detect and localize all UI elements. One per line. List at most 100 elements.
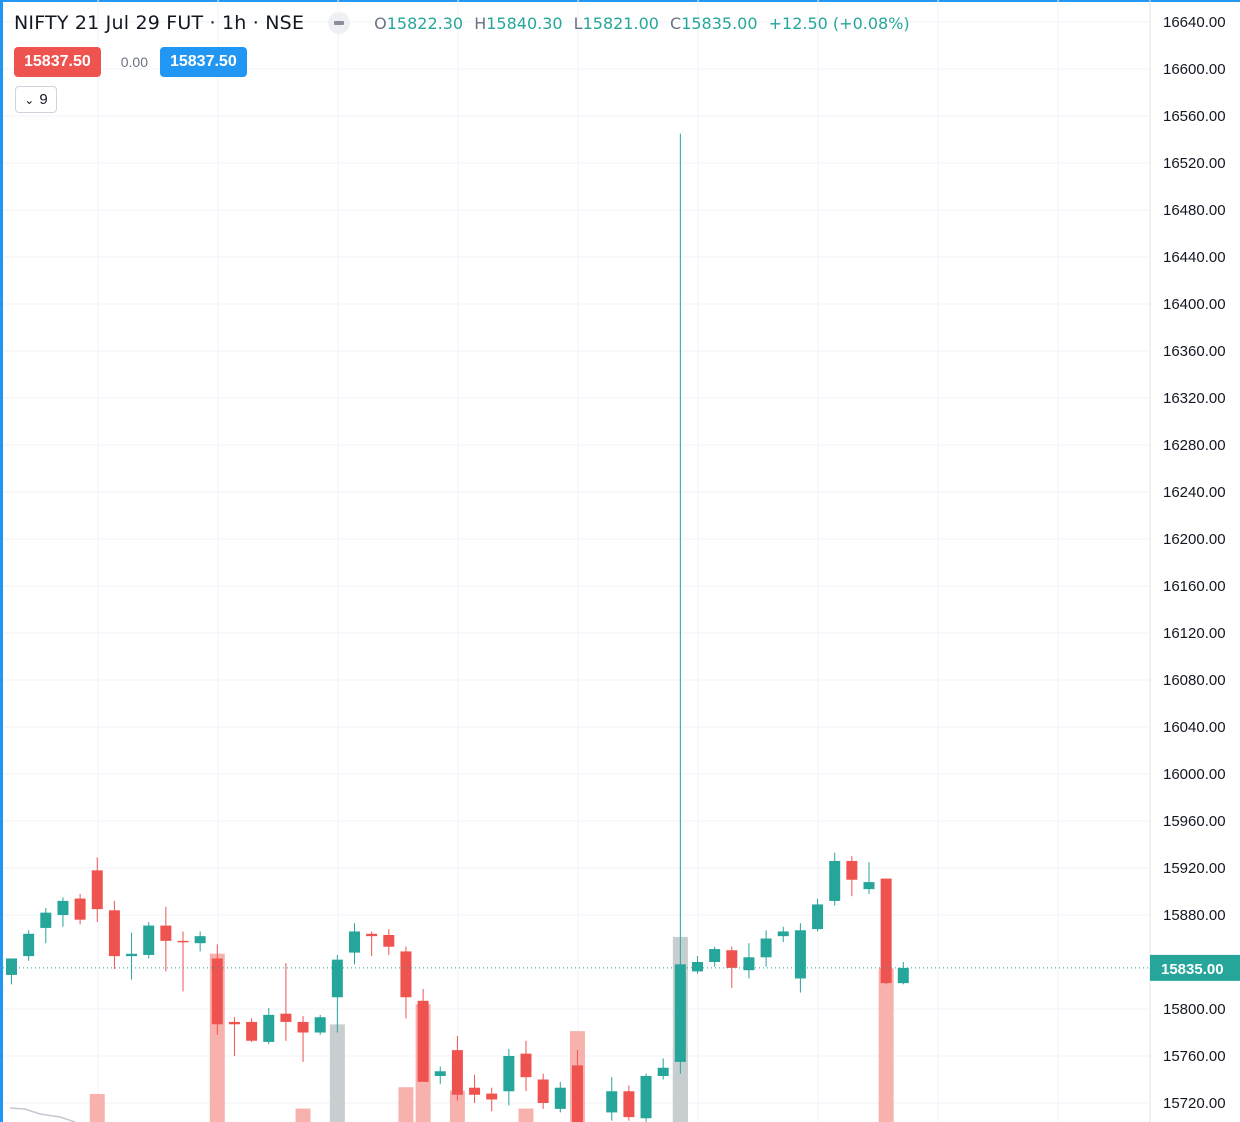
y-tick-label: 16080.00 [1163,672,1226,689]
y-tick-label: 15960.00 [1163,813,1226,830]
candle-body [297,1021,309,1033]
candle-body [520,1053,532,1078]
candle-body [143,925,155,955]
y-tick-label: 15800.00 [1163,1001,1226,1018]
close-value: 15835.00 [681,13,758,33]
candle-body [91,870,103,910]
candle-body [794,930,806,979]
candle-body [503,1056,515,1092]
volume-bar [295,1108,311,1122]
volume-bar [89,1093,105,1122]
y-tick-label: 16200.00 [1163,531,1226,548]
candle-body [6,958,17,975]
candle-body [760,938,772,958]
indicators-count: 9 [39,91,48,108]
spread-value: 0.00 [120,54,148,70]
candle-body [228,1021,240,1025]
high-key: H [474,13,487,33]
candle-body [417,1000,429,1082]
indicators-toggle-button[interactable]: ⌄ 9 [15,86,57,113]
candle-body [829,860,841,901]
candle-body [777,931,789,937]
y-tick-label: 16040.00 [1163,719,1226,736]
y-tick-label: 16240.00 [1163,484,1226,501]
candle-body [108,910,120,957]
y-tick-label: 15920.00 [1163,860,1226,877]
y-tick-label: 16280.00 [1163,437,1226,454]
y-tick-label: 16320.00 [1163,390,1226,407]
candle-body [657,1067,669,1076]
ma-line [9,1107,76,1122]
candle-body [451,1050,463,1095]
last-price-label: 15835.00 [1161,961,1224,978]
open-key: O [374,13,387,33]
candle-body [263,1014,275,1042]
candle-body [606,1091,618,1113]
y-tick-label: 16600.00 [1163,61,1226,78]
y-tick-label: 16480.00 [1163,202,1226,219]
candle-body [280,1013,292,1022]
candle-body [469,1087,481,1095]
candle-body [211,958,223,1025]
candle-body [897,967,909,984]
candle-body [880,878,892,984]
candle-body [194,936,206,944]
y-tick-label: 16560.00 [1163,108,1226,125]
candle-body [126,953,138,957]
y-tick-label: 16120.00 [1163,625,1226,642]
volume-bar [449,1090,465,1122]
chevron-down-icon: ⌄ [24,92,35,107]
candle-body [571,1065,583,1122]
open-value: 15822.30 [386,13,464,33]
volume-bar [329,1024,345,1122]
y-tick-label: 16160.00 [1163,578,1226,595]
candle-body [674,964,686,1062]
candle-body [812,904,824,930]
y-tick-label: 15880.00 [1163,907,1226,924]
sell-button[interactable]: 15837.50 [14,47,101,77]
candle-body [537,1079,549,1103]
candle-body [486,1093,498,1100]
y-tick-label: 16440.00 [1163,249,1226,266]
candle-body [846,860,858,880]
volume-bar [878,968,894,1122]
candle-body [74,898,86,920]
candle-body [160,925,172,941]
candle-body [640,1075,652,1119]
symbol-legend: NIFTY 21 Jul 29 FUT · 1h · NSE O15822.30… [14,12,916,34]
candle-body [692,962,703,972]
y-tick-label: 15760.00 [1163,1048,1226,1065]
candle-body [177,940,189,943]
change-value: +12.50 (+0.08%) [768,13,910,33]
candle-body [863,882,875,890]
candle-body [709,949,721,962]
candle-body [40,912,52,928]
last-price-badge [1150,954,1240,981]
candle-body [623,1091,635,1118]
high-value: 15840.30 [486,13,563,33]
low-value: 15821.00 [582,13,659,33]
volume-bar [398,1087,414,1122]
candle-body [57,900,69,915]
candle-body [349,931,360,953]
y-tick-label: 16520.00 [1163,155,1226,172]
candle-body [366,933,378,937]
y-tick-label: 16000.00 [1163,766,1226,783]
symbol-title[interactable]: NIFTY 21 Jul 29 FUT · 1h · NSE [14,12,305,34]
candle-body [383,934,395,947]
candle-body [314,1017,326,1033]
y-tick-label: 16400.00 [1163,296,1226,313]
candle-body [743,957,755,971]
candle-body [23,933,35,957]
candle-body [400,951,412,998]
close-key: C [670,13,682,33]
volume-bar [518,1108,534,1122]
candle-body [554,1087,566,1109]
candle-body [331,959,343,998]
candle-body [434,1071,446,1076]
buy-button[interactable]: 15837.50 [159,47,247,77]
legend-menu-icon[interactable] [328,12,351,34]
y-tick-label: 16640.00 [1163,14,1226,31]
